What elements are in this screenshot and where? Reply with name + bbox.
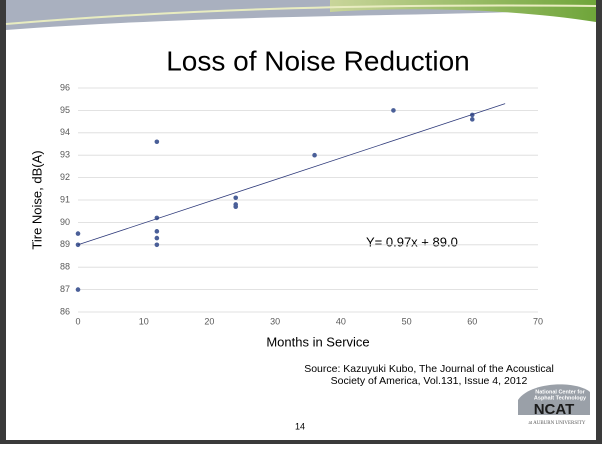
source: Society of America, Vol.131, Issue 4, 20…	[331, 375, 528, 387]
y-tick-label: 89	[60, 239, 70, 249]
y-tick-label: 88	[60, 262, 70, 272]
x-tick-label: 60	[467, 316, 477, 326]
point	[233, 204, 239, 210]
point	[75, 231, 81, 236]
x-tick-label: 20	[204, 316, 214, 326]
point	[469, 117, 475, 122]
chart-title: Loss of Noise Reduction	[166, 45, 470, 76]
y-tick-label: 94	[60, 127, 70, 137]
source: Source: Kazuyuki Kubo, The Journal of th…	[304, 363, 554, 375]
y-tick-label: 93	[60, 150, 70, 160]
x-tick-label: 40	[336, 316, 346, 326]
y-tick-label: 86	[60, 306, 70, 316]
logo-text: at AUBURN UNIVERSITY	[529, 421, 586, 426]
logo-shape	[518, 384, 590, 415]
y-tick-label: 87	[60, 284, 70, 294]
y-axis-label: Tire Noise, dB(A)	[29, 150, 44, 249]
y-tick-label: 91	[60, 194, 70, 204]
y-tick-label: 90	[60, 217, 70, 227]
logo-text: NCAT	[534, 401, 575, 418]
point	[154, 235, 160, 241]
logo-text: Asphalt Technology	[534, 395, 587, 401]
point	[154, 229, 160, 234]
annotation: Y= 0.97x + 89.0	[366, 234, 458, 249]
x-axis-label: Months in Service	[266, 334, 369, 349]
x-tick-label: 0	[75, 316, 80, 326]
point	[233, 195, 239, 201]
x-tick-label: 70	[533, 316, 543, 326]
point	[154, 242, 160, 248]
logo: National Center for Asphalt Technology N…	[518, 384, 590, 426]
y-tick-label: 96	[60, 82, 70, 92]
y-tick-label: 92	[60, 172, 70, 182]
point	[312, 152, 317, 158]
x-tick-label: 50	[402, 316, 412, 326]
y-tick-label: 95	[60, 105, 70, 115]
logo-text: National Center for	[535, 389, 585, 395]
slide-background	[6, 0, 596, 440]
trendline	[77, 103, 506, 246]
swoosh-line	[5, 4, 597, 25]
page-number: 14	[295, 421, 305, 431]
point	[154, 139, 160, 145]
x-tick-label: 30	[270, 316, 280, 326]
point	[75, 287, 81, 292]
x-tick-label: 10	[139, 316, 149, 326]
point	[391, 108, 396, 113]
